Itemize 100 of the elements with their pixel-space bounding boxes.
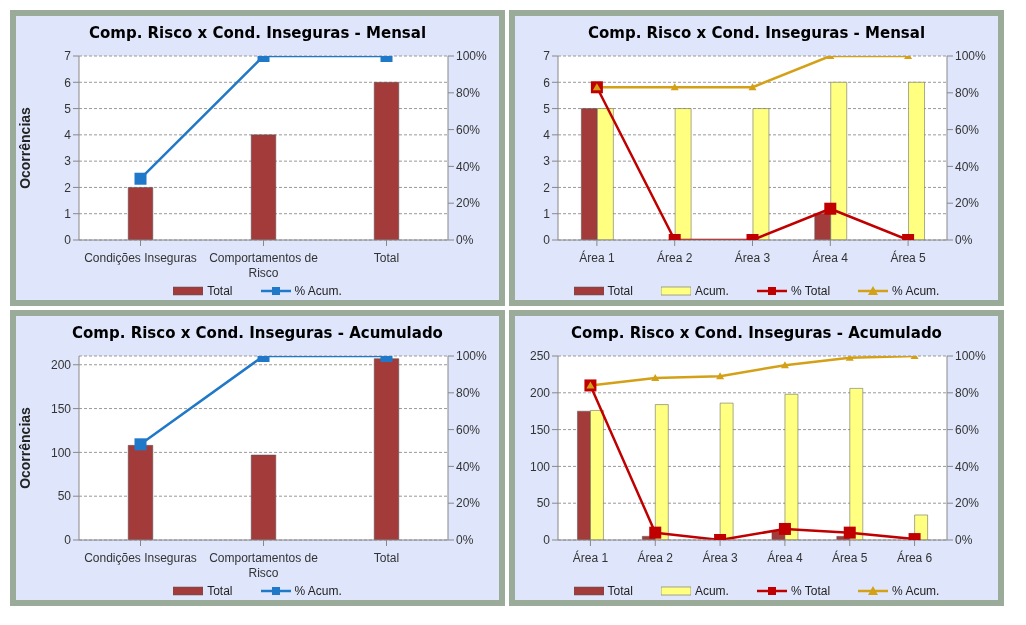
y2-tick-label: 40% bbox=[955, 459, 980, 474]
y-tick-label: 1 bbox=[64, 206, 72, 221]
legend-label: Total bbox=[607, 284, 633, 298]
x-tick-label: Total bbox=[373, 251, 400, 265]
y2-tick-label: 80% bbox=[955, 86, 980, 101]
y2-tick-label: 40% bbox=[456, 159, 481, 174]
x-tick-label: Área 2 bbox=[637, 550, 674, 565]
legend-label: Total bbox=[207, 284, 233, 298]
legend-label: % Acum. bbox=[294, 284, 342, 298]
y2-tick-label: 0% bbox=[955, 533, 973, 548]
y2-tick-label: 20% bbox=[456, 496, 481, 511]
y2-tick-label: 20% bbox=[456, 196, 481, 211]
chart-title: Comp. Risco x Cond. Inseguras - Acumulado bbox=[570, 323, 943, 344]
bar bbox=[719, 402, 734, 540]
x-tick-label: Área 2 bbox=[657, 250, 693, 265]
x-tick-label: Condições Inseguras bbox=[84, 251, 197, 265]
bar bbox=[250, 454, 277, 540]
y-tick-label: 4 bbox=[543, 128, 551, 143]
x-tick-label: Área 4 bbox=[767, 550, 803, 565]
y-tick-label: 3 bbox=[543, 154, 551, 169]
y-tick-label: 5 bbox=[543, 101, 551, 116]
y2-tick-label: 100% bbox=[955, 49, 987, 64]
point bbox=[780, 361, 789, 369]
y2-tick-label: 40% bbox=[456, 459, 481, 474]
y2-tick-label: 60% bbox=[955, 422, 980, 437]
x-tick-label: Área 3 bbox=[734, 250, 771, 265]
legend-label: Acum. bbox=[694, 584, 729, 598]
bar bbox=[127, 187, 154, 240]
legend-label: Acum. bbox=[694, 284, 729, 298]
y-tick-label: 50 bbox=[536, 496, 551, 511]
y-tick-label: 200 bbox=[50, 358, 72, 373]
chart-title: Comp. Risco x Cond. Inseguras - Mensal bbox=[586, 23, 927, 44]
y-tick-label: 1 bbox=[543, 206, 551, 221]
bar bbox=[908, 82, 925, 240]
y-tick-label: 2 bbox=[543, 180, 551, 195]
bar bbox=[752, 108, 770, 240]
x-tick-label: Condições Inseguras bbox=[84, 551, 197, 565]
y-tick-label: 6 bbox=[543, 75, 551, 90]
y2-tick-label: 100% bbox=[955, 349, 987, 364]
bar bbox=[674, 108, 692, 240]
chart-title: Comp. Risco x Cond. Inseguras - Acumulado bbox=[71, 323, 444, 344]
y2-tick-label: 40% bbox=[955, 159, 980, 174]
bar bbox=[849, 388, 864, 540]
y-tick-label: 5 bbox=[64, 101, 72, 116]
point bbox=[670, 83, 679, 91]
x-tick-label: Área 3 bbox=[702, 550, 739, 565]
legend-label: % Acum. bbox=[294, 584, 342, 598]
point bbox=[651, 374, 660, 382]
y-tick-label: 200 bbox=[529, 386, 551, 401]
y-tick-label: 7 bbox=[543, 49, 551, 64]
y2-tick-label: 60% bbox=[955, 122, 980, 137]
x-tick-label: Área 6 bbox=[896, 550, 933, 565]
y2-tick-label: 60% bbox=[456, 422, 481, 437]
y2-tick-label: 100% bbox=[456, 49, 488, 64]
y-tick-label: 7 bbox=[64, 49, 72, 64]
y-tick-label: 2 bbox=[64, 180, 72, 195]
bar bbox=[373, 358, 400, 540]
y2-tick-label: 80% bbox=[955, 386, 980, 401]
y-axis-title: Ocorrências bbox=[16, 406, 33, 489]
bar bbox=[655, 404, 669, 540]
x-tick-label: Comportamentos de Risco bbox=[209, 251, 319, 280]
y-axis-title: Ocorrências bbox=[16, 106, 33, 189]
legend-label: % Acum. bbox=[892, 284, 940, 298]
x-tick-label: Área 5 bbox=[890, 250, 927, 265]
y-tick-label: 100 bbox=[50, 445, 72, 460]
y2-tick-label: 80% bbox=[456, 386, 481, 401]
y-tick-label: 3 bbox=[64, 154, 72, 169]
y2-tick-label: 20% bbox=[955, 496, 980, 511]
y-tick-label: 4 bbox=[64, 128, 72, 143]
x-tick-label: Total bbox=[373, 551, 400, 565]
y-tick-label: 150 bbox=[50, 401, 72, 416]
y2-tick-label: 20% bbox=[955, 196, 980, 211]
y-tick-label: 50 bbox=[57, 489, 72, 504]
x-tick-label: Área 1 bbox=[572, 550, 609, 565]
point bbox=[716, 372, 725, 380]
legend-label: Total bbox=[207, 584, 233, 598]
y-tick-label: 6 bbox=[64, 75, 72, 90]
y2-tick-label: 100% bbox=[456, 349, 488, 364]
legend-label: % Total bbox=[790, 284, 831, 298]
point bbox=[843, 526, 856, 539]
chart-title: Comp. Risco x Cond. Inseguras - Mensal bbox=[87, 23, 428, 44]
x-tick-label: Área 4 bbox=[812, 250, 849, 265]
y-tick-label: 0 bbox=[64, 233, 72, 248]
y2-tick-label: 0% bbox=[456, 233, 474, 248]
y-tick-label: 150 bbox=[529, 422, 551, 437]
y-tick-label: 100 bbox=[529, 459, 551, 474]
bar bbox=[250, 134, 277, 240]
y2-tick-label: 0% bbox=[456, 533, 474, 548]
bar bbox=[127, 445, 154, 540]
x-tick-label: Comportamentos de Risco bbox=[209, 551, 319, 580]
y2-tick-label: 80% bbox=[456, 86, 481, 101]
y-tick-label: 0 bbox=[543, 233, 551, 248]
y-tick-label: 0 bbox=[64, 533, 72, 548]
y2-tick-label: 60% bbox=[456, 122, 481, 137]
legend-label: Total bbox=[607, 584, 633, 598]
x-tick-label: Área 5 bbox=[832, 550, 868, 565]
y2-tick-label: 0% bbox=[955, 233, 973, 248]
point bbox=[649, 526, 662, 539]
legend-label: % Total bbox=[790, 584, 831, 598]
bar bbox=[373, 82, 400, 240]
